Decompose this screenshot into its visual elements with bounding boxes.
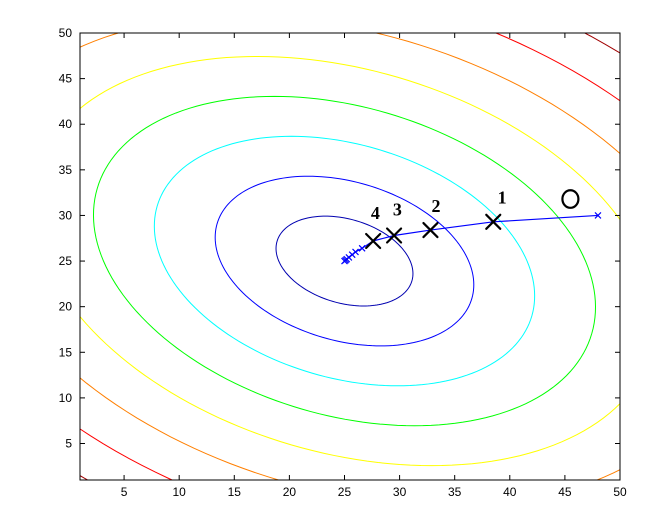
x-tick-label: 45 [558,485,572,499]
iteration-label: 3 [393,199,402,219]
y-tick-label: 50 [59,26,73,40]
y-tick-label: 40 [59,117,73,131]
x-tick-label: 35 [448,485,462,499]
y-tick-label: 25 [59,254,73,268]
iteration-label: 2 [431,196,440,216]
x-tick-label: 10 [173,485,187,499]
y-tick-label: 20 [59,300,73,314]
x-tick-label: 25 [338,485,352,499]
y-tick-label: 15 [59,345,73,359]
iteration-label: 1 [498,188,507,208]
y-tick-label: 45 [59,72,73,86]
x-tick-label: 5 [121,485,128,499]
x-tick-label: 40 [503,485,517,499]
y-tick-label: 5 [65,437,72,451]
y-tick-label: 35 [59,163,73,177]
y-tick-label: 30 [59,208,73,222]
x-tick-label: 50 [613,485,627,499]
x-tick-label: 30 [393,485,407,499]
iteration-label: 4 [371,203,380,223]
contour-trajectory-chart: 1234510152025303540455051015202530354045… [0,0,657,525]
x-tick-label: 15 [228,485,242,499]
x-tick-label: 20 [283,485,297,499]
y-tick-label: 10 [59,391,73,405]
